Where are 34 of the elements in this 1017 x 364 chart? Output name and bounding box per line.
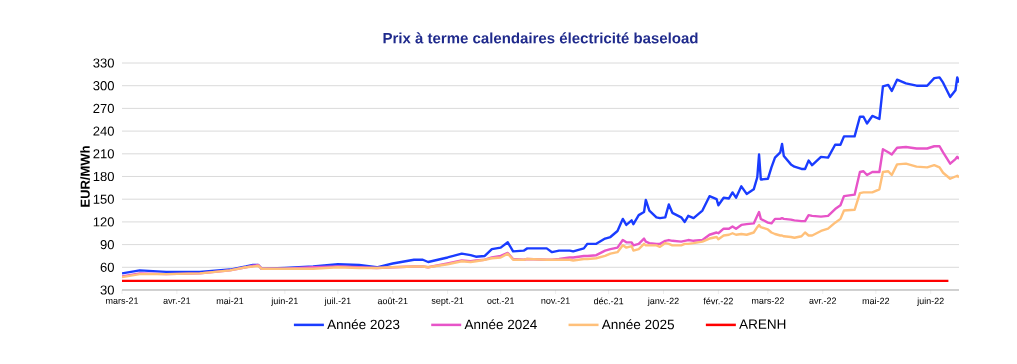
x-tick-label: nov.-21 — [541, 297, 570, 304]
x-tick-label: mai-21 — [216, 297, 244, 305]
y-tick-label: 210 — [93, 149, 114, 159]
legend-label: Année 2024 — [464, 319, 537, 330]
legend-label: Année 2025 — [601, 319, 675, 330]
x-tick-label: oct.-21 — [487, 297, 515, 304]
x-tick-label: janv.-22 — [647, 297, 679, 306]
y-tick-label: 120 — [93, 217, 114, 227]
y-tick-label: 240 — [93, 126, 114, 136]
line-series — [122, 76, 960, 275]
x-tick-label: févr.-22 — [703, 297, 733, 305]
x-tick-label: juin-21 — [271, 297, 298, 306]
y-tick-label: 270 — [93, 103, 114, 113]
y-tick-label: 300 — [93, 81, 114, 91]
x-tick-label: juin-22 — [916, 297, 944, 306]
x-tick-label: mars-22 — [751, 297, 784, 304]
x-tick-label: mars-21 — [106, 297, 139, 304]
legend-label: Année 2023 — [327, 319, 400, 330]
y-tick-label: 180 — [93, 171, 114, 182]
y-axis-title: EUR/MWh — [80, 146, 90, 207]
x-tick-label: déc.-21 — [594, 297, 624, 305]
x-tick-label: avr.-21 — [163, 297, 191, 304]
chart-title: Prix à terme calendaires électricité baseload — [383, 32, 698, 44]
x-tick-label: avr.-22 — [809, 297, 837, 304]
x-tick-label: mai-22 — [862, 297, 890, 305]
x-tick-label: sept.-21 — [431, 297, 464, 306]
y-tick-label: 90 — [100, 239, 114, 250]
y-tick-label: 330 — [93, 58, 114, 68]
x-tick-label: août-21 — [377, 297, 408, 305]
y-tick-label: 60 — [100, 262, 114, 272]
y-tick-label: 150 — [93, 194, 114, 204]
legend-label: ARENH — [739, 319, 786, 329]
x-tick-label: juil.-21 — [324, 297, 351, 306]
y-tick-label: 30 — [100, 285, 114, 295]
